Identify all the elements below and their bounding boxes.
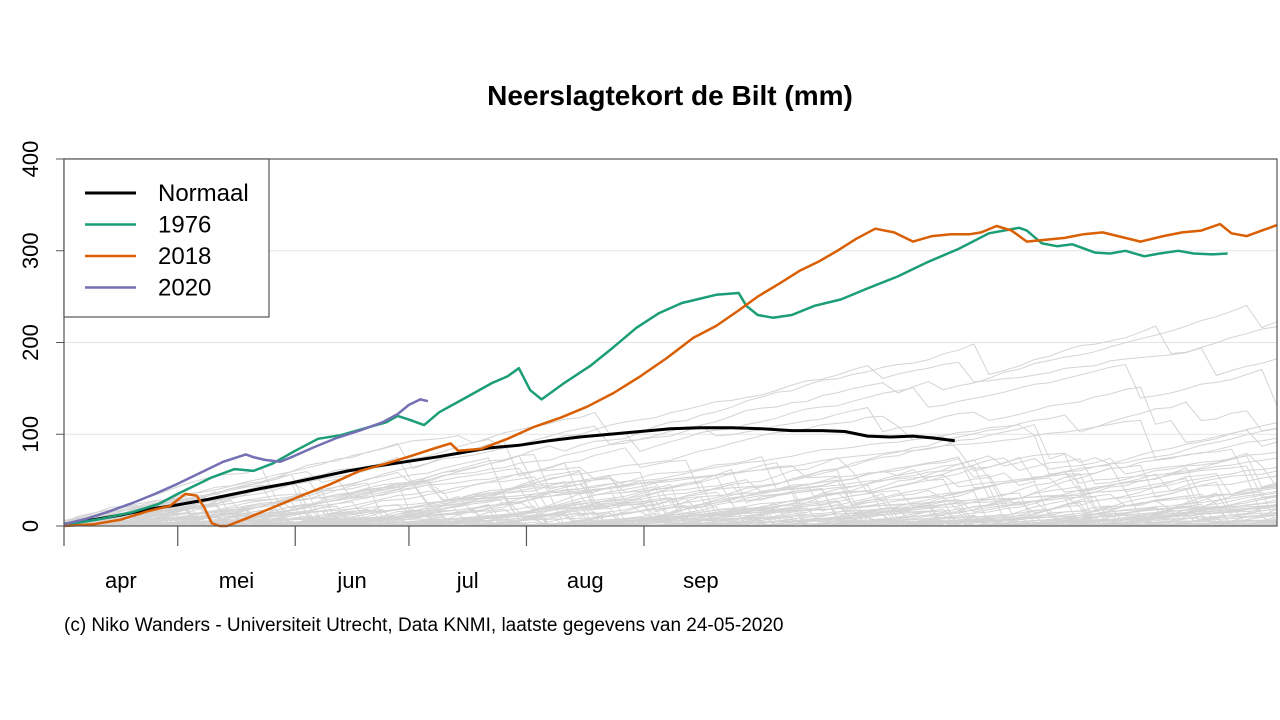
legend-box — [63, 158, 270, 318]
x-tick-label-apr: apr — [105, 568, 137, 593]
background-year-line — [63, 465, 1278, 525]
background-year-line — [63, 456, 1278, 527]
legend-label-2020: 2020 — [158, 275, 211, 302]
background-year-line — [63, 487, 1278, 527]
legend-label-Normaal: Normaal — [158, 180, 249, 207]
background-year-line — [63, 363, 1278, 527]
series-line-1976 — [63, 226, 1228, 527]
background-year-line — [63, 499, 1278, 527]
background-year-line — [63, 424, 1278, 527]
background-year-line — [63, 304, 1278, 525]
x-tick-label-jun: jun — [336, 568, 366, 593]
y-tick-label: 100 — [18, 416, 43, 453]
x-tick-label-mei: mei — [219, 568, 254, 593]
legend-label-2018: 2018 — [158, 243, 211, 270]
background-year-line — [63, 475, 1278, 527]
x-tick-label-aug: aug — [567, 568, 604, 593]
y-tick-label: 0 — [18, 520, 43, 532]
x-tick-label-jul: jul — [456, 568, 479, 593]
series-line-2020 — [63, 398, 429, 526]
y-tick-label: 300 — [18, 232, 43, 269]
background-year-line — [63, 517, 1278, 527]
background-year-line — [63, 501, 1278, 527]
background-year-line — [63, 473, 1278, 527]
x-tick-label-sep: sep — [683, 568, 718, 593]
series-line-Normaal — [63, 426, 955, 526]
background-year-line — [63, 464, 1278, 524]
legend-label-1976: 1976 — [158, 212, 211, 239]
y-tick-label: 400 — [18, 141, 43, 178]
series-line-2018 — [63, 222, 1278, 528]
y-tick-label: 200 — [18, 324, 43, 361]
credit-text: (c) Niko Wanders - Universiteit Utrecht,… — [64, 615, 784, 636]
chart-title: Neerslagtekort de Bilt (mm) — [487, 80, 853, 111]
background-year-line — [63, 347, 1278, 523]
background-year-line — [63, 455, 1278, 527]
